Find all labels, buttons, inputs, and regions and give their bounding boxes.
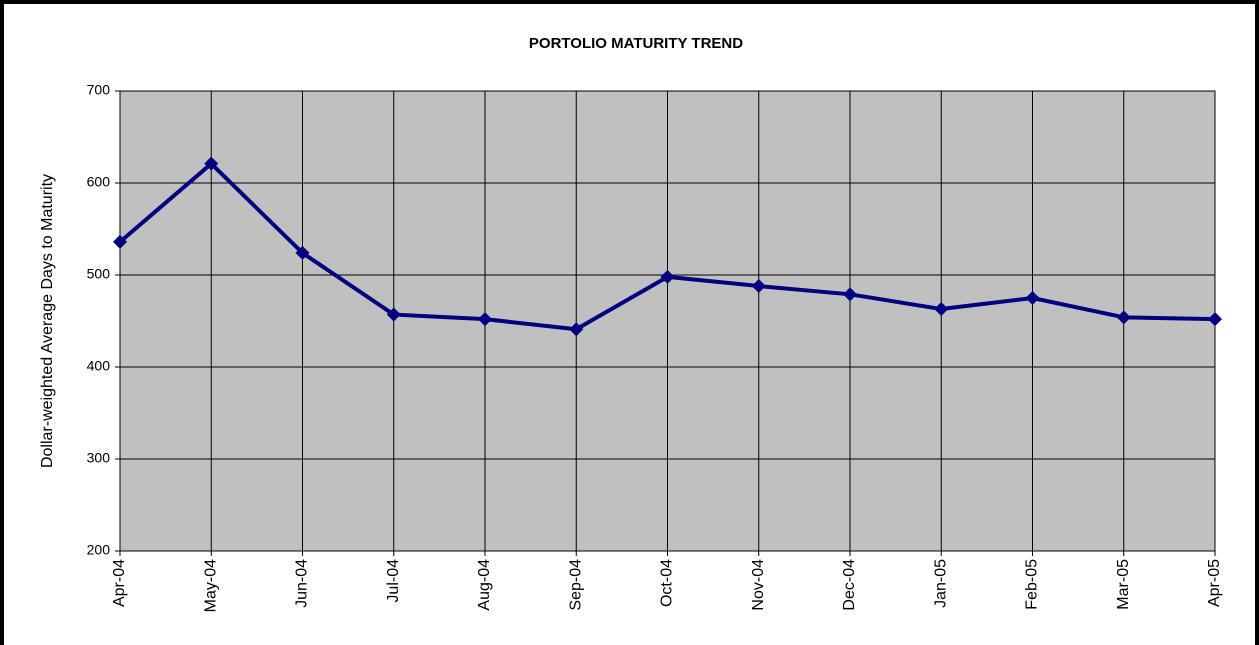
y-tick-label: 300: [87, 450, 111, 466]
y-tick-label: 600: [87, 174, 111, 190]
data-marker: [478, 312, 492, 327]
x-tick-label: Aug-04: [476, 559, 493, 611]
data-marker: [1025, 291, 1040, 305]
data-marker: [295, 245, 310, 260]
data-marker: [1208, 312, 1222, 327]
data-marker: [1116, 310, 1131, 325]
x-tick-label: May-04: [202, 559, 219, 612]
x-tick-label: Apr-04: [111, 559, 128, 607]
y-tick-label: 400: [87, 358, 111, 374]
x-tick-label: Nov-04: [750, 559, 767, 611]
data-marker: [751, 279, 766, 294]
x-tick-label: Mar-05: [1115, 559, 1132, 610]
data-marker: [386, 307, 401, 322]
data-marker: [113, 234, 127, 249]
y-tick-label: 700: [87, 82, 111, 98]
data-marker: [569, 322, 584, 337]
data-marker: [843, 287, 857, 302]
x-tick-label: Jan-05: [932, 559, 949, 608]
x-tick-label: Dec-04: [841, 559, 858, 611]
x-tick-label: Sep-04: [567, 559, 584, 611]
data-marker: [204, 156, 219, 171]
y-axis-label: Dollar-weighted Average Days to Maturity: [39, 174, 56, 468]
x-tick-label: Jul-04: [385, 559, 402, 603]
data-marker: [660, 269, 675, 284]
chart-title: PORTOLIO MATURITY TREND: [529, 35, 743, 52]
y-tick-label: 500: [87, 266, 111, 282]
y-tick-label: 200: [87, 542, 111, 558]
x-tick-label: Oct-04: [659, 559, 676, 607]
x-tick-label: Jun-04: [294, 559, 311, 608]
x-tick-label: Feb-05: [1024, 559, 1041, 610]
x-tick-label: Apr-05: [1206, 559, 1223, 607]
data-marker: [934, 302, 949, 317]
